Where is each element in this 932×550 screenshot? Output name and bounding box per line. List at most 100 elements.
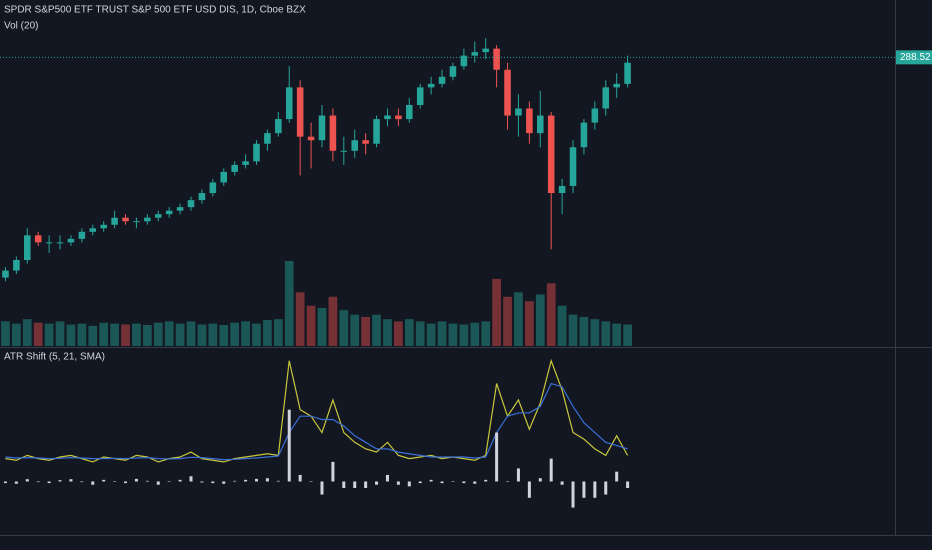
histogram-bar [189,476,193,482]
histogram-bar [309,481,313,482]
histogram-bar [331,461,335,482]
histogram-bar [516,468,520,482]
candle-body [133,221,140,223]
labels: SPDR S&P500 ETF TRUST S&P 500 ETF USD DI… [4,5,931,363]
volume-bar [44,323,54,346]
candle-body [580,122,588,148]
volume-bar [383,319,392,346]
volume-bar [459,324,469,346]
candle-body [558,186,566,194]
histogram-bar [527,481,531,498]
volume-bar [55,321,65,346]
histogram-bar [145,480,149,482]
candle-body [351,140,358,151]
candle-body [406,104,413,120]
volume-bar [514,292,523,346]
histogram-bar [3,481,7,484]
candle-body [253,143,260,162]
histogram-bar [582,481,586,498]
candle-body [547,115,555,194]
histogram-bar [560,481,564,485]
volume-bar [208,323,218,346]
volume-bar [426,323,436,346]
histogram-bar [58,480,62,482]
histogram-bar [418,481,422,484]
histogram-bar [91,481,95,485]
candle-body [242,161,249,165]
candle-body [427,83,435,88]
volume-bar [197,324,207,346]
volume-bar [241,321,250,346]
histogram-bar [244,479,248,482]
candle-body [329,115,337,151]
indicator-line [5,382,628,461]
marks [0,38,932,508]
volume-bar [219,324,229,346]
volume-bar [448,323,458,346]
histogram-bar [484,479,488,482]
candle-body [154,214,162,218]
histogram-bar [134,478,138,482]
candle-body [416,87,424,105]
histogram-bar [375,481,379,485]
candle-body [285,87,293,120]
volume-bar [22,319,32,346]
candle-body [384,115,391,120]
histogram-bar [353,481,357,489]
histogram-bar [124,481,128,484]
candle-body [504,69,511,116]
indicator-title: ATR Shift (5, 21, SMA) [4,352,105,363]
histogram-bar [440,481,444,484]
candle-body [613,83,620,88]
candle-body [373,119,380,144]
volume-bar [535,294,545,346]
volume-bar [623,324,632,346]
histogram-bar [178,479,182,482]
candle-body [460,55,468,67]
histogram-bar [276,480,280,482]
candle-body [569,147,577,187]
volume-bar [317,307,327,346]
candle-body [307,136,315,141]
histogram-bar [604,481,608,495]
volume-bar [121,324,130,346]
candle-body [165,210,173,215]
candle-body [111,217,118,225]
candle-body [176,207,184,211]
volume-bar [415,321,425,346]
chart-title: SPDR S&P500 ETF TRUST S&P 500 ETF USD DI… [4,5,306,16]
candle-body [482,48,489,53]
volume-bar [263,320,272,346]
histogram-bar [385,474,389,482]
volume-bar [372,314,381,346]
histogram-bar [36,481,40,483]
histogram-bar [364,481,368,489]
histogram-bar [167,481,171,482]
histogram-bar [593,481,597,498]
candle-body [198,193,206,201]
histogram-bar [571,481,575,508]
volume-bar [252,323,261,346]
histogram-bar [69,479,73,482]
candle-body [209,182,217,194]
candle-body [449,66,457,77]
volume-bar [612,323,622,346]
histogram-bar [265,478,269,482]
candle-body [537,115,544,134]
candle-body [264,133,271,144]
volume-legend: Vol (20) [4,21,38,32]
histogram-bar [407,481,411,487]
candle-body [78,231,86,239]
candle-body [24,235,31,260]
histogram-bar [287,409,291,482]
histogram-bar [320,481,324,495]
volume-bar [99,322,109,346]
volume-bar [66,324,76,346]
candle-body [362,140,369,144]
candle-body [340,150,348,152]
histogram-bar [429,479,433,482]
volume-bar [295,292,305,346]
histogram-bar [626,481,630,489]
